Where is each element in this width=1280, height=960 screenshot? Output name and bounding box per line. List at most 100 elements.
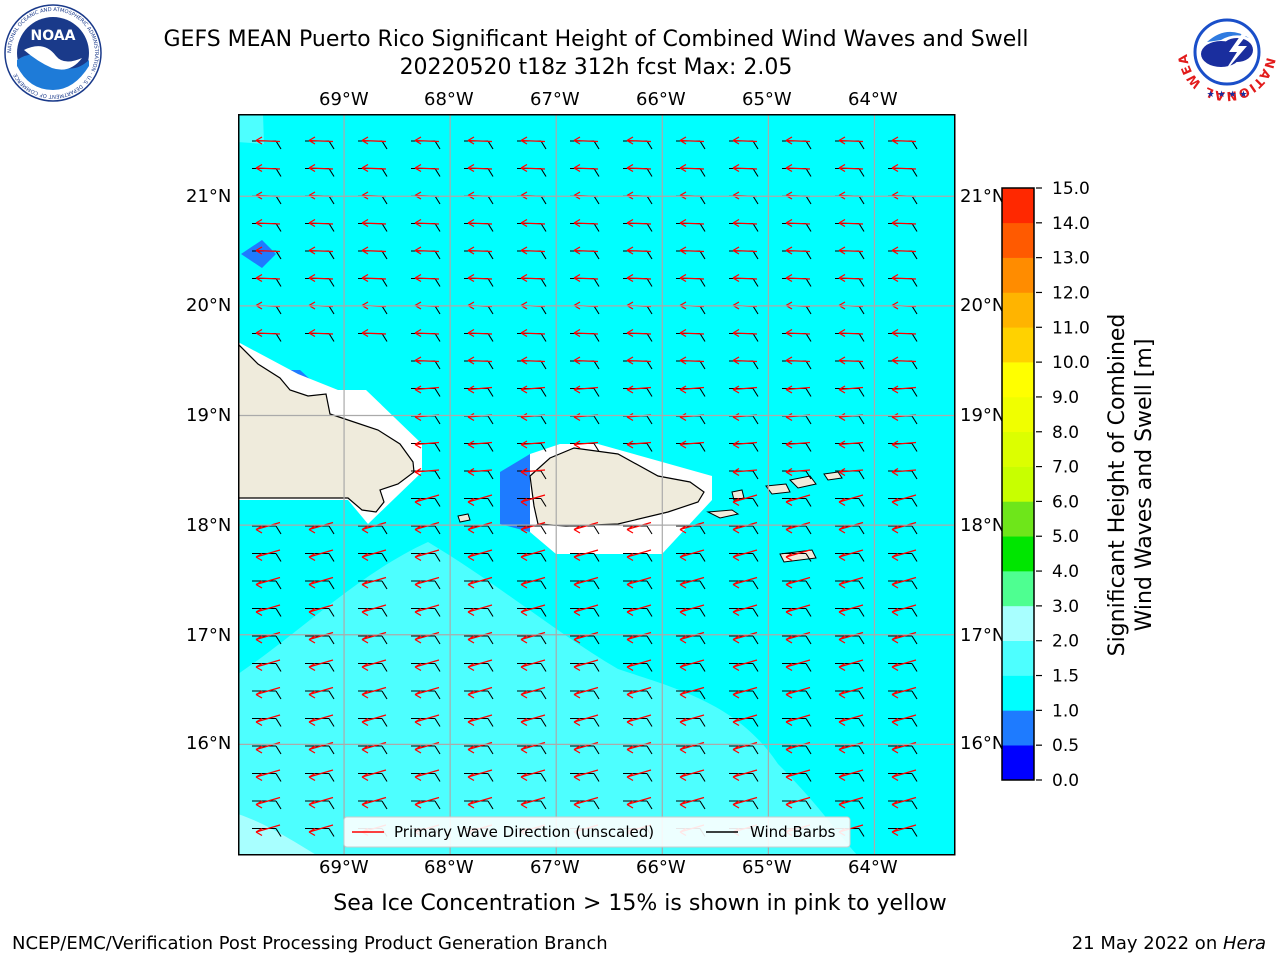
wind-barb xyxy=(729,525,759,535)
lon-label-top: 64°W xyxy=(848,89,898,110)
wave-direction-arrow xyxy=(255,741,281,754)
colorbar-tick-label: 13.0 xyxy=(1052,249,1090,269)
wave-direction-arrow xyxy=(732,356,758,365)
wave-direction-arrow xyxy=(308,714,334,727)
wave-direction-arrow xyxy=(785,521,811,534)
wave-direction-arrow xyxy=(891,741,917,754)
wave-direction-arrow xyxy=(467,136,493,145)
wave-direction-arrow xyxy=(361,604,387,617)
wave-direction-arrow xyxy=(838,328,864,338)
colorbar-bin xyxy=(1002,745,1034,781)
wave-direction-arrow xyxy=(308,796,334,809)
wave-direction-arrow xyxy=(732,440,758,449)
wind-barb xyxy=(782,580,812,590)
wind-barb xyxy=(411,717,441,727)
wave-direction-arrow xyxy=(308,824,334,837)
wind-barb xyxy=(835,690,865,700)
lon-label-bottom: 66°W xyxy=(636,857,686,878)
wind-barb xyxy=(411,552,441,562)
wind-barb xyxy=(676,580,706,590)
wave-direction-arrow xyxy=(785,494,811,507)
wave-direction-arrow xyxy=(520,440,546,449)
wave-direction-arrow xyxy=(520,218,546,228)
wave-direction-arrow xyxy=(308,631,334,644)
land-puerto-rico xyxy=(529,447,705,527)
wave-direction-arrow xyxy=(520,467,546,477)
wave-direction-arrow xyxy=(414,549,440,562)
wave-direction-arrow xyxy=(626,796,652,809)
wave-direction-arrow xyxy=(308,521,334,534)
wave-direction-arrow xyxy=(467,273,493,283)
wave-direction-arrow xyxy=(573,521,599,534)
wind-barb xyxy=(570,717,600,727)
wave-direction-arrow xyxy=(891,467,917,477)
wind-barb xyxy=(411,525,441,535)
wave-direction-arrow xyxy=(361,163,387,173)
wave-direction-arrow xyxy=(679,163,705,173)
wave-direction-arrow xyxy=(573,246,599,255)
wave-direction-arrow xyxy=(732,714,758,727)
wave-zone-2-3 xyxy=(239,814,315,854)
wave-direction-arrow xyxy=(573,163,599,173)
wind-barb xyxy=(888,745,918,755)
wave-direction-arrow xyxy=(838,576,864,589)
wave-direction-arrow xyxy=(679,796,705,809)
wave-direction-arrow xyxy=(467,440,493,449)
wind-barb xyxy=(729,607,759,617)
wave-direction-arrow xyxy=(467,686,493,699)
wind-barb xyxy=(570,772,600,782)
wind-barb xyxy=(623,580,653,590)
wave-direction-arrow xyxy=(732,549,758,562)
colorbar-bin xyxy=(1002,396,1034,433)
wave-direction-arrow xyxy=(361,246,387,255)
wave-direction-arrow xyxy=(626,218,652,228)
wave-direction-arrow xyxy=(732,631,758,644)
wind-barb xyxy=(305,607,335,617)
wind-barb xyxy=(835,800,865,810)
wave-direction-arrow xyxy=(467,163,493,173)
wave-direction-arrow xyxy=(255,136,281,145)
wave-direction-arrow xyxy=(414,328,440,338)
wave-direction-arrow xyxy=(361,136,387,145)
colorbar-tick-label: 8.0 xyxy=(1052,423,1079,443)
wave-direction-arrow xyxy=(838,549,864,562)
wave-direction-arrow xyxy=(467,467,493,477)
lat-label-right: 19°N xyxy=(960,405,1006,426)
wave-direction-arrow xyxy=(838,467,864,477)
wave-direction-arrow xyxy=(573,659,599,672)
island-vieques xyxy=(706,509,740,519)
wave-direction-arrow xyxy=(361,659,387,672)
wind-barb xyxy=(517,717,547,727)
wave-direction-arrow xyxy=(891,714,917,727)
colorbar-bin xyxy=(1002,327,1034,363)
wave-direction-arrow xyxy=(255,714,281,727)
wind-barb xyxy=(676,552,706,562)
graticule xyxy=(239,115,954,854)
wave-direction-arrow xyxy=(626,576,652,589)
wind-barb xyxy=(252,552,282,562)
wave-direction-arrow xyxy=(891,824,917,837)
wave-direction-arrow xyxy=(255,686,281,699)
wave-direction-arrow xyxy=(838,356,864,365)
wind-barb xyxy=(835,772,865,782)
wave-direction-arrow xyxy=(679,576,705,589)
wind-barb xyxy=(358,607,388,617)
wave-direction-arrow xyxy=(414,385,440,394)
wave-direction-arrow xyxy=(891,385,917,394)
wave-direction-arrow xyxy=(520,769,546,782)
wave-direction-arrow xyxy=(679,136,705,145)
wave-direction-arrow xyxy=(520,273,546,283)
wave-direction-arrow xyxy=(520,328,546,338)
wave-direction-arrow xyxy=(467,631,493,644)
wind-barb xyxy=(305,690,335,700)
wave-direction-arrow xyxy=(891,328,917,338)
colorbar-bin xyxy=(1002,362,1034,398)
lat-label-left: 16°N xyxy=(186,733,232,754)
wave-direction-arrow xyxy=(255,659,281,672)
wave-direction-arrow xyxy=(679,686,705,699)
wave-direction-arrow xyxy=(308,328,334,338)
wave-direction-arrow xyxy=(732,136,758,145)
wave-direction-arrow xyxy=(361,686,387,699)
wave-direction-arrow xyxy=(573,796,599,809)
wave-direction-arrow xyxy=(891,136,917,145)
